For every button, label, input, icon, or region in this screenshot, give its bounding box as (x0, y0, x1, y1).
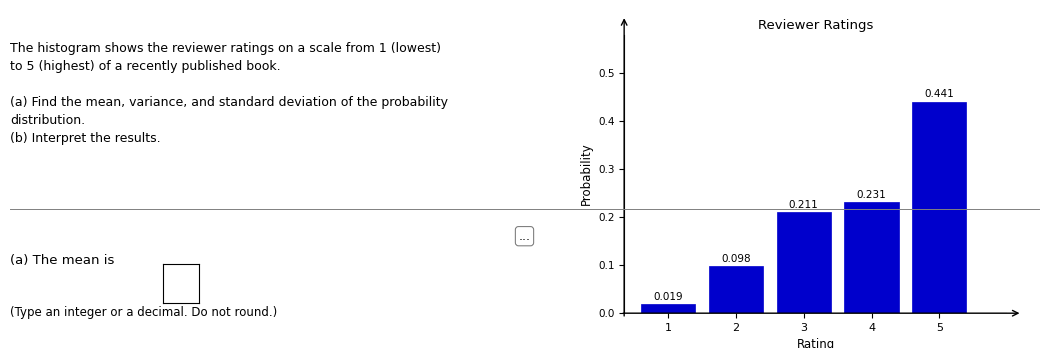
Text: 0.211: 0.211 (789, 199, 818, 209)
Text: 0.231: 0.231 (857, 190, 886, 200)
Text: 0.019: 0.019 (654, 292, 683, 302)
Text: 0.441: 0.441 (924, 89, 955, 99)
Bar (844, 202, 899, 313)
Bar (641, 304, 695, 313)
Bar (709, 266, 763, 313)
Text: (a) The mean is: (a) The mean is (10, 254, 114, 267)
Text: The histogram shows the reviewer ratings on a scale from 1 (lowest)
to 5 (highes: The histogram shows the reviewer ratings… (10, 42, 449, 145)
Text: 0.098: 0.098 (721, 254, 751, 264)
Y-axis label: Probability: Probability (579, 143, 593, 205)
Text: ...: ... (518, 230, 531, 243)
Title: Reviewer Ratings: Reviewer Ratings (758, 19, 873, 32)
X-axis label: Rating: Rating (796, 339, 835, 348)
Bar (913, 102, 966, 313)
Bar (776, 212, 831, 313)
Text: (Type an integer or a decimal. Do not round.): (Type an integer or a decimal. Do not ro… (10, 306, 278, 319)
